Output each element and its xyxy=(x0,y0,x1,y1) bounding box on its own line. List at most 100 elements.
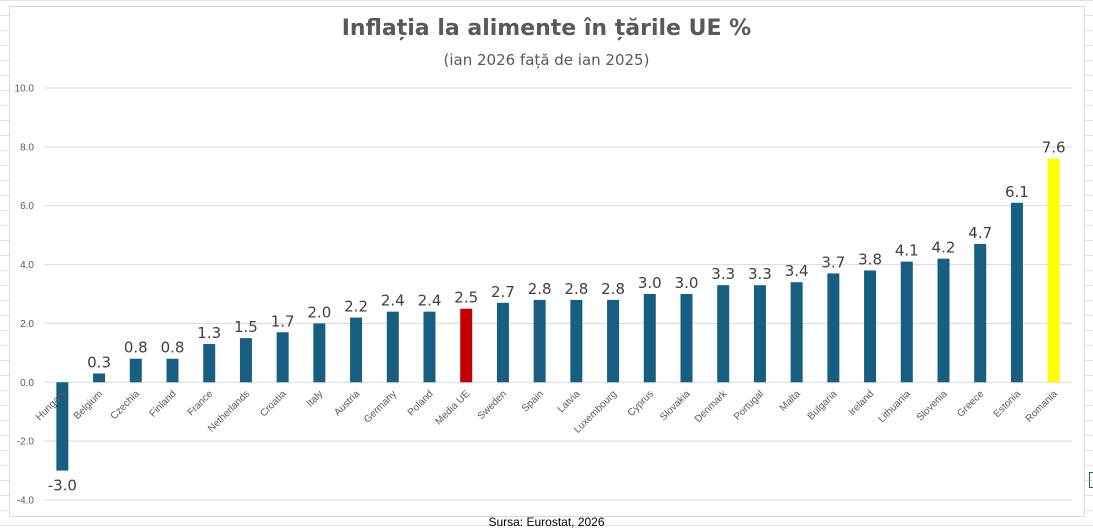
category-label: Slovakia xyxy=(658,388,693,423)
data-label: 2.0 xyxy=(307,303,331,321)
bar-malta[interactable] xyxy=(790,282,803,383)
category-label: Estonia xyxy=(992,388,1024,420)
data-label: 2.8 xyxy=(601,280,625,298)
bar-hungary[interactable] xyxy=(56,382,69,471)
source-note: Sursa: Eurostat, 2026 xyxy=(488,515,605,529)
bar-slovakia[interactable] xyxy=(680,294,693,383)
bars xyxy=(56,158,1060,471)
y-tick-label: -4.0 xyxy=(17,496,35,507)
category-label: Austria xyxy=(332,388,362,418)
data-label: 3.3 xyxy=(748,265,772,283)
data-label: 3.3 xyxy=(711,265,735,283)
bar-denmark[interactable] xyxy=(717,285,730,383)
chart-title: Inflația la alimente în țările UE % xyxy=(341,16,752,41)
y-tick-label: 0.0 xyxy=(20,378,34,389)
bar-bulgaria[interactable] xyxy=(827,273,840,383)
bar-sweden[interactable] xyxy=(496,302,509,383)
bar-luxembourg[interactable] xyxy=(607,299,620,383)
category-label: Malta xyxy=(778,388,803,413)
chart-subtitle: (ian 2026 față de ian 2025) xyxy=(443,51,650,69)
data-label: 2.8 xyxy=(564,280,588,298)
data-label: 1.3 xyxy=(197,324,221,342)
data-label: 6.1 xyxy=(1005,183,1029,201)
bar-netherlands[interactable] xyxy=(239,338,252,383)
bar-france[interactable] xyxy=(203,344,216,383)
bar-czechia[interactable] xyxy=(129,358,142,383)
bar-austria[interactable] xyxy=(350,317,363,383)
category-label: Portugal xyxy=(732,389,766,423)
bar-media-ue[interactable] xyxy=(460,308,473,383)
bar-portugal[interactable] xyxy=(753,285,766,383)
data-labels: -3.0 0.3 0.8 0.8 1.3 1.5 1.7 2.0 2.2 2.4 2.4 2.5 2.7… xyxy=(48,139,1066,495)
data-label: 3.7 xyxy=(821,253,845,271)
category-label: Cyprus xyxy=(626,389,656,419)
bar-romania[interactable] xyxy=(1047,158,1060,383)
data-label: 2.8 xyxy=(528,280,552,298)
bar-slovenia[interactable] xyxy=(937,258,950,383)
category-label: Czechia xyxy=(109,388,143,422)
category-label: Latvia xyxy=(556,388,583,415)
category-label: Bulgaria xyxy=(806,388,840,422)
data-label: 4.2 xyxy=(932,239,956,257)
category-label: Italy xyxy=(305,389,326,410)
bar-croatia[interactable] xyxy=(276,332,289,383)
gridlines xyxy=(44,87,1072,501)
y-tick-label: 2.0 xyxy=(20,319,34,330)
category-label: Denmark xyxy=(693,388,730,425)
category-label: Romania xyxy=(1024,388,1060,424)
data-label: 3.0 xyxy=(638,274,662,292)
y-tick-label: 8.0 xyxy=(20,142,34,153)
y-tick-label: 6.0 xyxy=(20,201,34,212)
category-label: Croatia xyxy=(258,388,289,419)
data-label: 0.8 xyxy=(161,339,185,357)
bar-germany[interactable] xyxy=(386,311,399,383)
bar-belgium[interactable] xyxy=(93,373,106,383)
bar-italy[interactable] xyxy=(313,323,326,383)
bar-estonia[interactable] xyxy=(1010,202,1023,383)
category-label: Germany xyxy=(362,389,399,426)
data-label: 7.6 xyxy=(1042,139,1066,157)
bar-greece[interactable] xyxy=(974,243,987,383)
category-label: Greece xyxy=(955,388,986,419)
data-label: 2.2 xyxy=(344,298,368,316)
category-label: Belgium xyxy=(72,389,105,422)
data-label: 0.8 xyxy=(124,339,148,357)
category-label: Lithuania xyxy=(876,388,913,425)
category-label: Spain xyxy=(520,389,546,415)
category-label: Finland xyxy=(148,389,179,420)
bar-latvia[interactable] xyxy=(570,299,583,383)
bar-spain[interactable] xyxy=(533,299,546,383)
bar-cyprus[interactable] xyxy=(643,294,656,383)
data-label: 3.8 xyxy=(858,250,882,268)
bar-finland[interactable] xyxy=(166,358,179,383)
category-label: Poland xyxy=(406,389,436,419)
y-tick-label: 4.0 xyxy=(20,260,34,271)
chart-area[interactable] xyxy=(9,6,1085,517)
bar-ireland[interactable] xyxy=(864,270,877,383)
y-axis-ticks: 10.0 8.0 6.0 4.0 2.0 0.0 -2.0 -4.0 xyxy=(15,84,35,507)
data-label: 1.7 xyxy=(271,312,295,330)
data-label: 2.7 xyxy=(491,283,515,301)
data-label: 1.5 xyxy=(234,318,258,336)
data-label: 0.3 xyxy=(87,353,111,371)
data-label: 2.4 xyxy=(381,292,405,310)
y-tick-label: 10.0 xyxy=(15,84,35,95)
bar-poland[interactable] xyxy=(423,311,436,383)
data-label: 2.4 xyxy=(418,292,442,310)
data-label: 2.5 xyxy=(454,289,478,307)
data-label: 3.0 xyxy=(675,274,699,292)
data-label: 4.7 xyxy=(968,224,992,242)
data-label: -3.0 xyxy=(48,477,77,495)
bar-lithuania[interactable] xyxy=(900,261,913,383)
data-label: 4.1 xyxy=(895,242,919,260)
cell-selection-marker xyxy=(1089,472,1093,488)
category-label: Ireland xyxy=(847,389,876,418)
category-label: Media UE xyxy=(434,388,473,427)
category-label: Sweden xyxy=(476,389,509,422)
category-labels: Hungary Belgium Czechia Finland FranceNether… xyxy=(34,388,1060,436)
category-label: France xyxy=(186,388,216,418)
data-label: 3.4 xyxy=(785,262,809,280)
category-label: Slovenia xyxy=(915,388,950,423)
y-tick-label: -2.0 xyxy=(17,437,35,448)
